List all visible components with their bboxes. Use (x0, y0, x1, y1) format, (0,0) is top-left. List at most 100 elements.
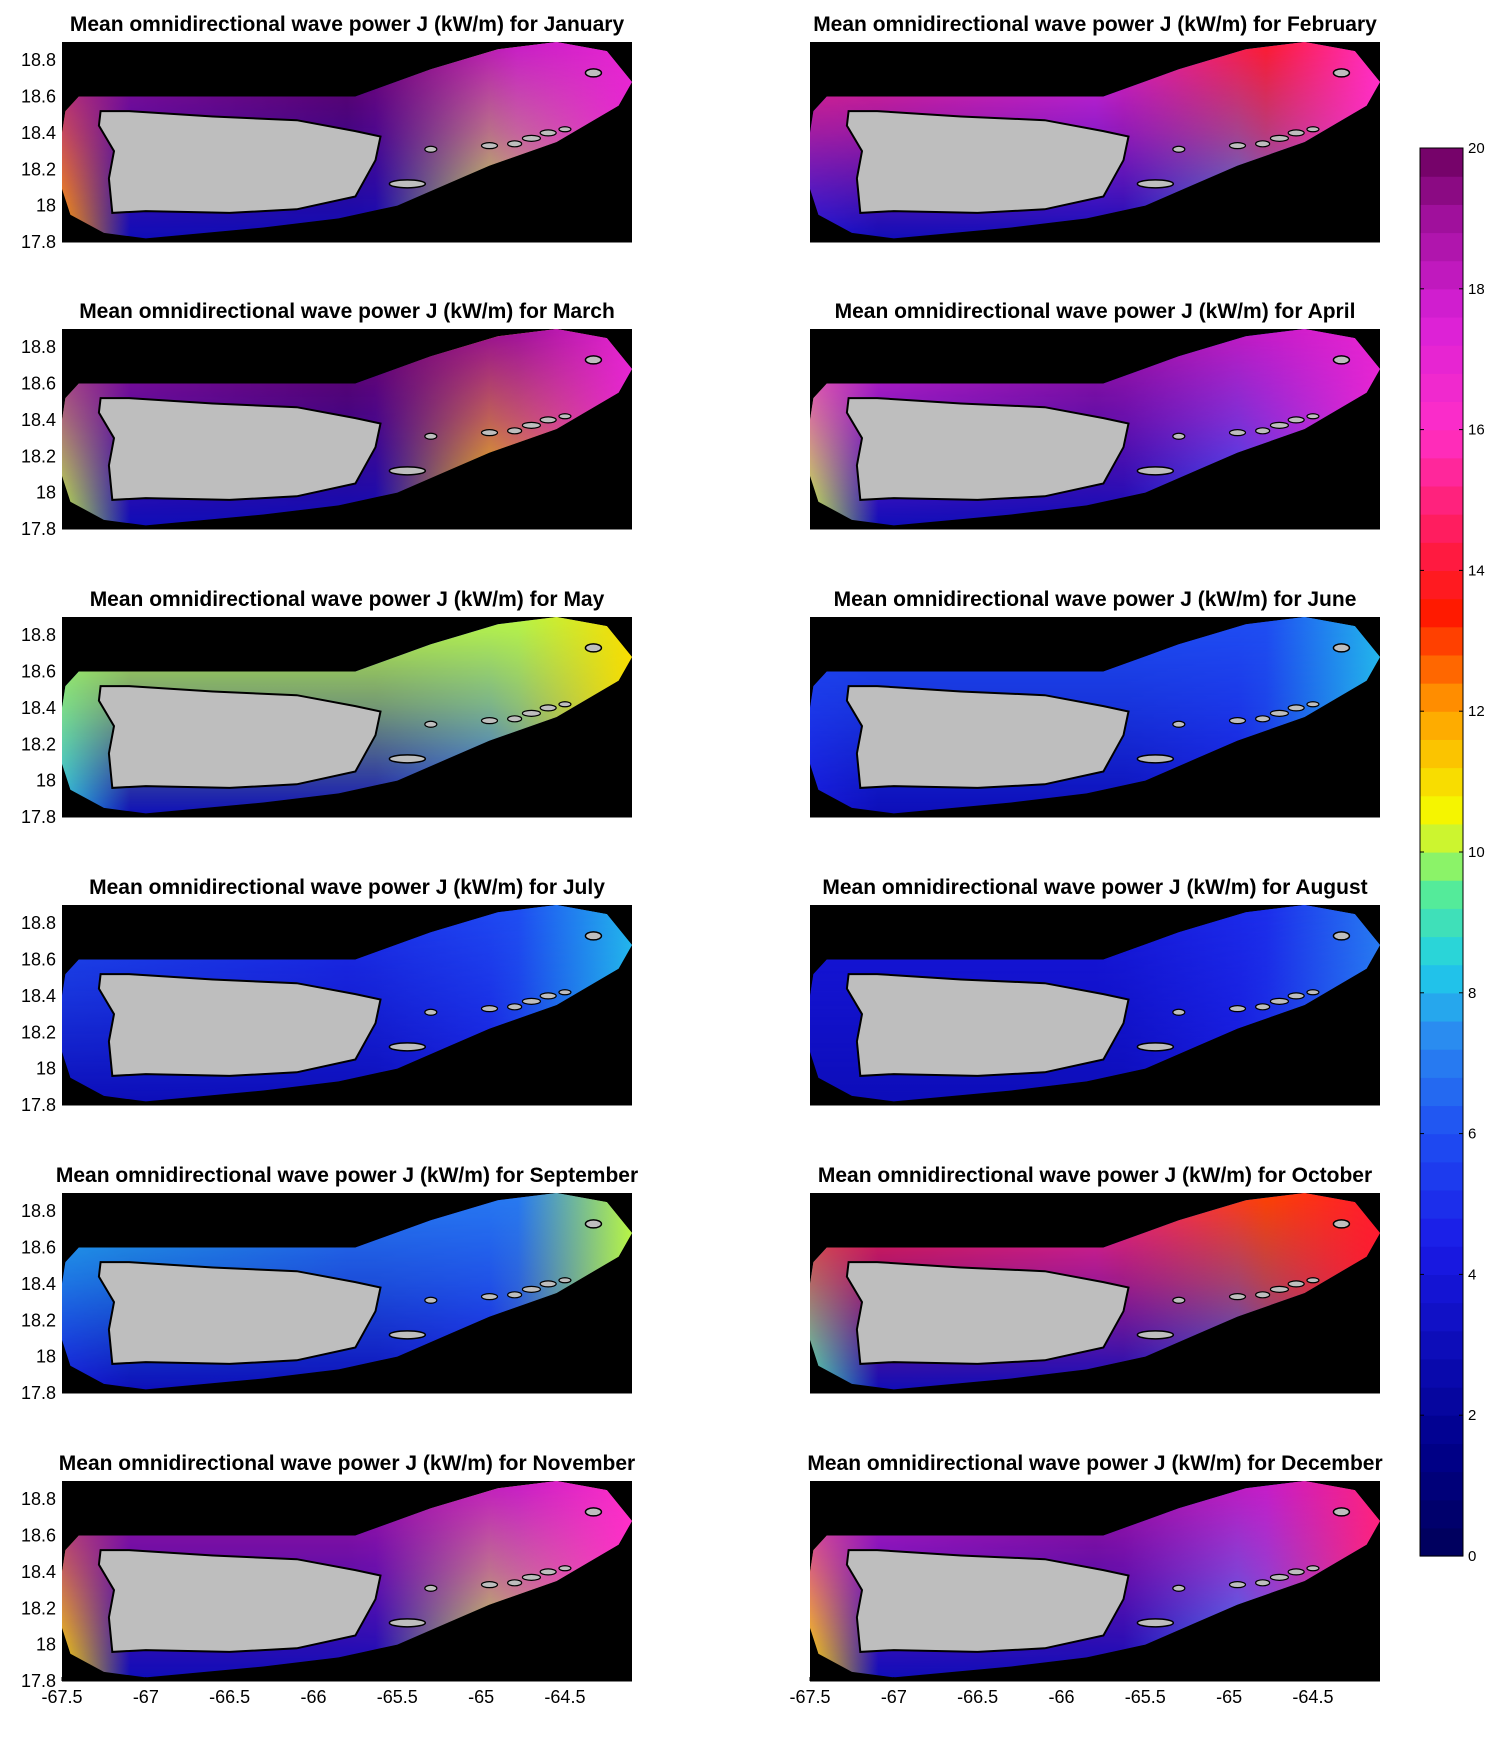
land-small-island (1287, 992, 1305, 1000)
land-small-island (1269, 134, 1290, 142)
land-small-island (1269, 709, 1290, 717)
colorbar-svg: 0 2 4 6 8 10 12 14 16 18 20 (1419, 140, 1485, 1565)
land-vieques (1136, 1330, 1175, 1340)
land-small-island (521, 421, 542, 429)
colorbar-level (1420, 992, 1463, 1022)
land-vieques (388, 179, 427, 189)
y-tick-label: 17.8 (21, 807, 56, 827)
y-tick-label: 18.2 (21, 1310, 56, 1330)
colorbar-level (1420, 852, 1463, 881)
land-small-island (1306, 413, 1320, 420)
land-puerto-rico (845, 110, 1130, 214)
x-tick-label: -66.5 (209, 1687, 250, 1707)
land-small-island (521, 1573, 542, 1581)
y-tick-label: 18.6 (21, 87, 56, 107)
colorbar-tick-label: 2 (1468, 1407, 1476, 1424)
land-puerto-rico (97, 110, 382, 214)
colorbar-tick-label: 4 (1468, 1266, 1476, 1283)
y-tick-label: 18 (36, 1347, 56, 1367)
colorbar-level (1420, 345, 1463, 374)
colorbar-level (1420, 514, 1463, 543)
land-small-island (1172, 1008, 1186, 1016)
x-tick-label: -65.5 (1125, 1687, 1166, 1707)
land-small-island (1172, 432, 1186, 440)
map-plot: 18.8 18.6 18.4 18.2 18 17.8 (21, 1193, 632, 1403)
colorbar-tick-label: 20 (1468, 140, 1485, 157)
y-tick-label: 17.8 (21, 232, 56, 252)
y-tick-label: 18 (36, 1635, 56, 1655)
land-small-island (1172, 720, 1186, 728)
y-tick-label: 18.8 (21, 625, 56, 645)
land-puerto-rico (97, 397, 382, 501)
land-small-island (480, 717, 499, 725)
land-small-island (424, 1008, 438, 1016)
map-panel-may: Mean omnidirectional wave power J (kW/m)… (0, 585, 632, 845)
panel-title: Mean omnidirectional wave power J (kW/m)… (79, 300, 615, 323)
x-tick-label: -67.5 (789, 1687, 830, 1707)
map-plot: -67.5 -67 -66.5 -66 -65.5 -65 -64.5 (789, 1481, 1380, 1707)
land-anegada (584, 643, 603, 653)
land-anegada (584, 1219, 603, 1229)
x-tick-label: -67 (881, 1687, 907, 1707)
panel-title: Mean omnidirectional wave power J (kW/m)… (817, 1164, 1373, 1187)
colorbar-tick-label: 0 (1468, 1548, 1476, 1565)
panel-title: Mean omnidirectional wave power J (kW/m)… (807, 1452, 1383, 1475)
colorbar-level (1420, 1527, 1463, 1557)
panel-title: Mean omnidirectional wave power J (kW/m)… (89, 876, 605, 899)
map-panel-december: Mean omnidirectional wave power J (kW/m)… (748, 1449, 1382, 1739)
colorbar-level (1420, 767, 1463, 797)
map-plot (810, 905, 1380, 1106)
map-plot: 18.8 18.6 18.4 18.2 18 17.8 (21, 42, 632, 252)
land-vieques (388, 1618, 427, 1628)
land-small-island (1306, 1565, 1320, 1572)
colorbar-level (1420, 711, 1463, 740)
colorbar-level (1420, 1049, 1463, 1078)
land-anegada (584, 931, 603, 941)
colorbar-level (1420, 1161, 1463, 1191)
map-panel-june: Mean omnidirectional wave power J (kW/m)… (748, 585, 1380, 845)
land-small-island (539, 704, 557, 712)
land-anegada (1332, 1219, 1351, 1229)
y-tick-label: 17.8 (21, 1671, 56, 1691)
y-tick-label: 18 (36, 771, 56, 791)
x-tick-label: -66.5 (957, 1687, 998, 1707)
colorbar-level (1420, 880, 1463, 909)
land-small-island (558, 989, 572, 996)
land-small-island (1269, 1573, 1290, 1581)
land-small-island (1306, 701, 1320, 708)
colorbar-level (1420, 260, 1463, 290)
land-puerto-rico (845, 1549, 1130, 1653)
panel-title: Mean omnidirectional wave power J (kW/m)… (833, 588, 1357, 611)
colorbar-level (1420, 1443, 1463, 1473)
panel-title: Mean omnidirectional wave power J (kW/m)… (69, 13, 625, 36)
land-small-island (480, 142, 499, 150)
y-tick-label: 18.4 (21, 1274, 56, 1294)
colorbar: 0 2 4 6 8 10 12 14 16 18 20 (1410, 140, 1490, 1585)
colorbar-level (1420, 1189, 1463, 1219)
y-tick-label: 18.6 (21, 1238, 56, 1258)
land-small-island (480, 1005, 499, 1013)
land-small-island (424, 1584, 438, 1592)
land-small-island (1172, 1296, 1186, 1304)
y-tick-label: 18.8 (21, 913, 56, 933)
land-small-island (507, 1003, 523, 1011)
colorbar-level (1420, 936, 1463, 966)
colorbar-level (1420, 288, 1463, 318)
land-small-island (558, 126, 572, 133)
x-tick-label: -65.5 (377, 1687, 418, 1707)
x-tick-label: -67.5 (41, 1687, 82, 1707)
land-small-island (1255, 1579, 1271, 1587)
y-tick-label: 18.2 (21, 446, 56, 466)
land-small-island (1287, 1568, 1305, 1576)
land-puerto-rico (845, 1261, 1130, 1365)
land-puerto-rico (97, 685, 382, 789)
land-small-island (1287, 129, 1305, 137)
colorbar-level (1420, 823, 1463, 853)
x-tick-label: -67 (133, 1687, 159, 1707)
y-tick-label: 18.6 (21, 374, 56, 394)
land-small-island (507, 427, 523, 435)
y-tick-label: 17.8 (21, 519, 56, 539)
land-small-island (1255, 427, 1271, 435)
y-tick-label: 18.2 (21, 159, 56, 179)
land-small-island (424, 1296, 438, 1304)
